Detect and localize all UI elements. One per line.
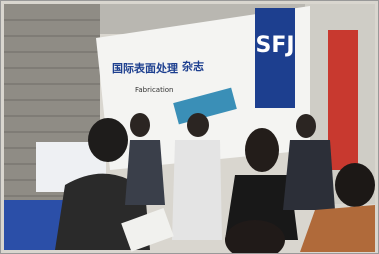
logo-panel — [255, 8, 295, 108]
banner-title: 国际表面处理 — [112, 61, 178, 75]
banner-title-suffix: 杂志 — [182, 59, 204, 73]
banner-subtitle: Fabrication — [135, 86, 174, 94]
photo: SFJ 国际表面处理 杂志 Fabrication — [0, 0, 379, 254]
logo: SFJ — [255, 33, 294, 58]
page: SFJ 国际表面处理 杂志 Fabrication (() => { const… — [0, 0, 379, 254]
floor — [4, 200, 64, 250]
red-pillar — [328, 30, 358, 170]
